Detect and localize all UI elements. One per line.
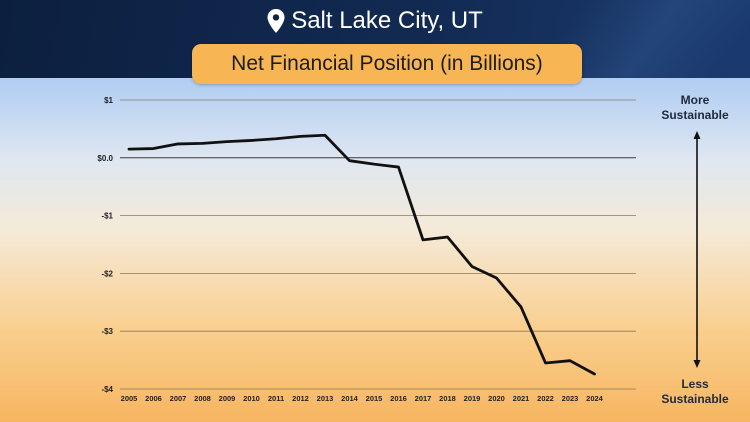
data-point: [593, 373, 596, 375]
data-point: [471, 265, 473, 268]
x-tick-label: 2005: [121, 394, 138, 403]
x-tick-label: 2016: [390, 394, 407, 403]
x-tick-label: 2007: [170, 394, 187, 403]
x-tick-label: 2023: [562, 394, 579, 403]
less-sustainable-line2: Sustainable: [661, 392, 729, 406]
data-point: [299, 135, 302, 138]
city-title: Salt Lake City, UT: [0, 4, 750, 38]
more-sustainable-label: More Sustainable: [645, 93, 745, 123]
y-tick-label: $1: [104, 96, 113, 105]
x-tick-label: 2012: [292, 394, 309, 403]
x-tick-label: 2008: [194, 394, 211, 403]
x-tick-label: 2024: [586, 394, 604, 403]
y-tick-label: -$2: [101, 269, 113, 278]
x-tick-label: 2014: [341, 394, 359, 403]
x-tick-label: 2022: [537, 394, 554, 403]
data-point: [495, 277, 498, 279]
x-tick-label: 2021: [513, 394, 530, 403]
data-point: [373, 163, 375, 165]
data-point: [397, 166, 400, 168]
data-point: [520, 306, 522, 308]
x-tick-label: 2006: [145, 394, 162, 403]
y-tick-label: -$3: [101, 327, 113, 336]
arrow-up-head-icon: [693, 131, 701, 139]
data-point: [446, 236, 449, 238]
series-line: [127, 133, 596, 376]
data-point: [250, 139, 253, 142]
header-banner: Salt Lake City, UT: [0, 0, 750, 78]
data-point: [324, 134, 326, 137]
x-tick-label: 2013: [317, 394, 334, 403]
y-tick-label: $0.0: [97, 154, 113, 163]
data-point: [152, 147, 155, 150]
chart-title: Net Financial Position (in Billions): [192, 44, 582, 84]
data-point: [128, 148, 130, 150]
city-name: Salt Lake City, UT: [291, 7, 483, 34]
more-sustainable-line2: Sustainable: [661, 108, 729, 122]
less-sustainable-line1: Less: [681, 377, 709, 391]
x-tick-label: 2010: [243, 394, 260, 403]
map-pin-icon: [267, 9, 285, 33]
more-sustainable-line1: More: [680, 93, 710, 107]
y-tick-label: -$4: [101, 385, 113, 394]
data-point: [569, 359, 571, 362]
y-tick-label: -$1: [101, 212, 113, 221]
x-tick-label: 2009: [219, 394, 236, 403]
data-point: [177, 143, 179, 145]
x-tick-label: 2019: [464, 394, 481, 403]
x-tick-label: 2018: [439, 394, 456, 403]
data-point: [275, 137, 277, 140]
data-point: [201, 142, 204, 145]
arrow-down-head-icon: [693, 360, 701, 368]
data-point: [348, 159, 351, 162]
x-tick-label: 2017: [415, 394, 432, 403]
x-tick-label: 2011: [268, 394, 284, 403]
data-point: [422, 239, 424, 241]
data-point: [544, 362, 547, 364]
less-sustainable-label: Less Sustainable: [645, 377, 745, 407]
x-tick-label: 2015: [366, 394, 383, 403]
x-tick-label: 2020: [488, 394, 505, 403]
data-point: [226, 140, 228, 143]
